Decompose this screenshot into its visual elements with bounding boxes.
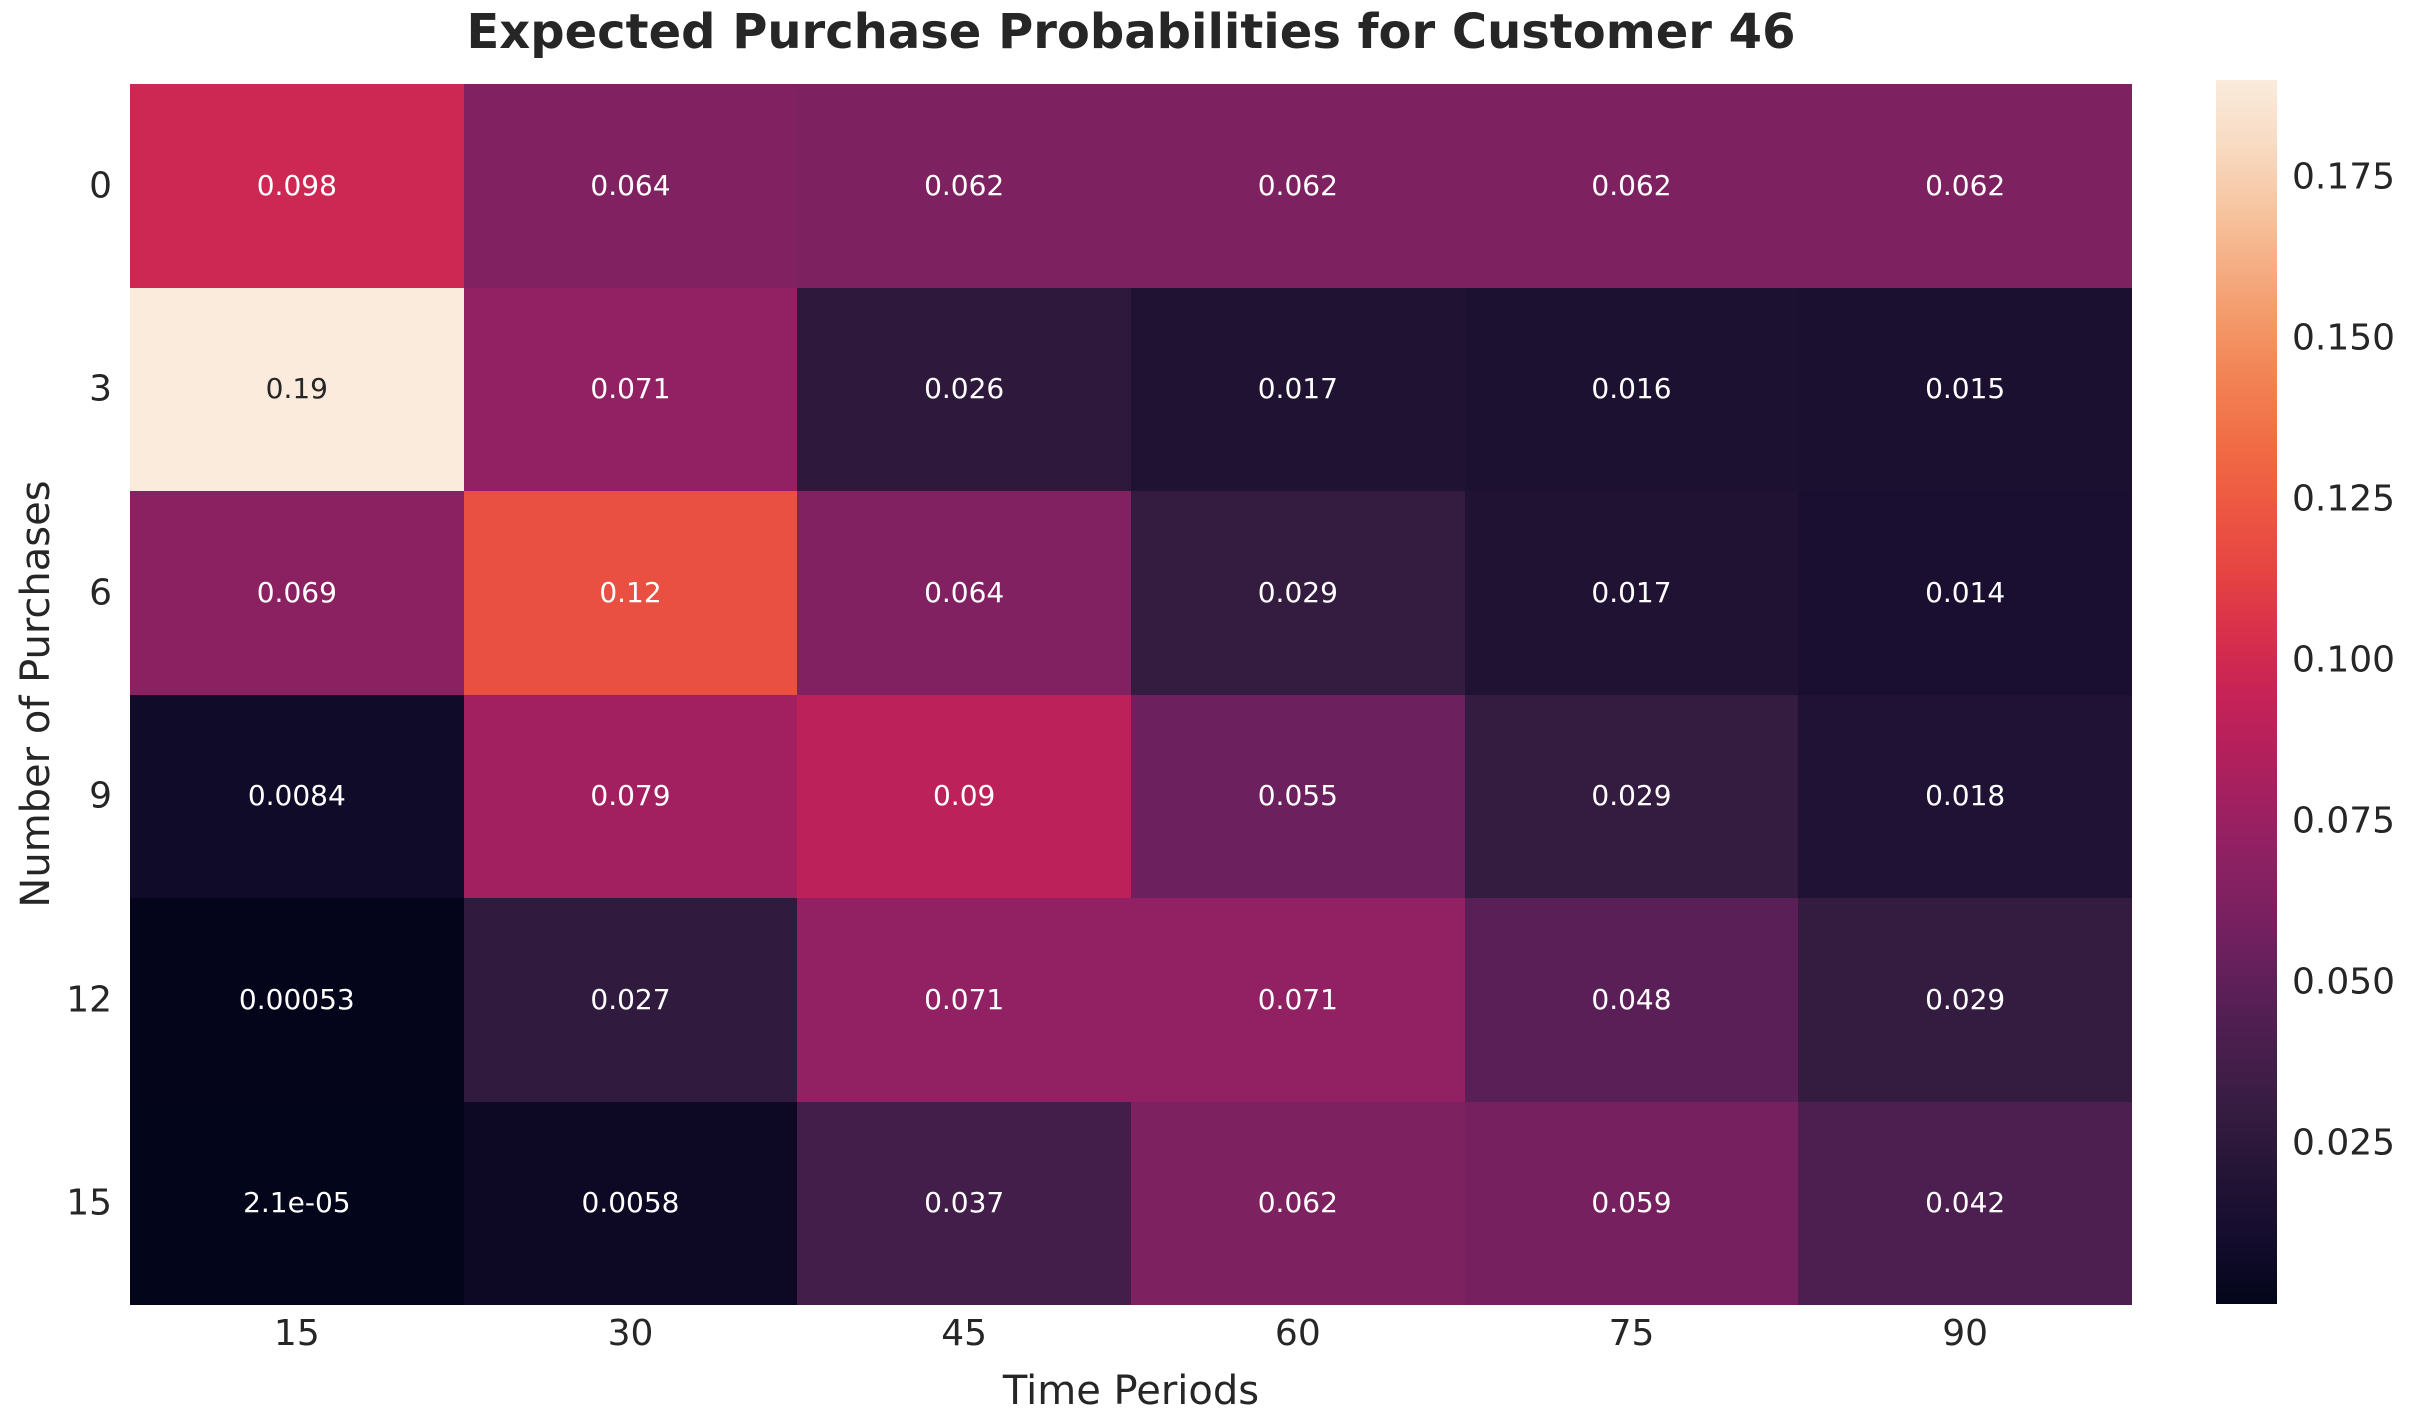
cell-value: 0.029 — [1925, 982, 2006, 1016]
heatmap-cell: 0.042 — [1798, 1101, 2132, 1305]
heatmap-cell: 0.014 — [1798, 491, 2132, 695]
cell-value: 0.079 — [590, 779, 671, 813]
cell-value: 0.09 — [932, 779, 996, 813]
cell-value: 0.042 — [1925, 1186, 2006, 1220]
heatmap-cell: 2.1e-05 — [130, 1101, 464, 1305]
heatmap-cell: 0.048 — [1464, 898, 1799, 1102]
heatmap-cell: 0.064 — [797, 491, 1131, 695]
colorbar-tick-label: 0.075 — [2292, 800, 2396, 842]
x-tick-label: 45 — [941, 1313, 988, 1354]
colorbar-tick-label: 0.050 — [2292, 961, 2396, 1003]
heatmap-cell: 0.029 — [1798, 898, 2132, 1102]
cell-value: 0.071 — [924, 982, 1005, 1016]
colorbar — [2216, 80, 2277, 1304]
cell-value: 0.055 — [1257, 779, 1338, 813]
heatmap-cell: 0.026 — [797, 287, 1131, 491]
heatmap-grid: 0.098 0.064 0.062 0.062 0.062 0.062 0.19 0.071 0… — [130, 84, 2132, 1305]
cell-value: 0.062 — [1257, 168, 1338, 202]
chart-title: Expected Purchase Probabilities for Cust… — [466, 4, 1796, 60]
heatmap-cell: 0.12 — [463, 491, 798, 695]
heatmap-cell: 0.029 — [1464, 694, 1799, 898]
heatmap-cell: 0.09 — [797, 694, 1131, 898]
x-axis-ticks: 15 30 45 60 75 90 — [130, 1313, 2132, 1363]
cell-value: 0.0084 — [247, 779, 346, 813]
cell-value: 0.029 — [1257, 575, 1338, 609]
heatmap-cell: 0.079 — [463, 694, 798, 898]
x-tick-label: 60 — [1274, 1313, 1321, 1354]
heatmap-cell: 0.00053 — [130, 898, 464, 1102]
cell-value: 0.018 — [1925, 779, 2006, 813]
cell-value: 0.016 — [1591, 372, 1672, 406]
y-axis-ticks: 0 3 6 9 12 15 — [0, 84, 112, 1305]
cell-value: 0.037 — [924, 1186, 1005, 1220]
cell-value: 0.064 — [590, 168, 671, 202]
colorbar-tick-label: 0.150 — [2292, 317, 2396, 359]
cell-value: 0.059 — [1591, 1186, 1672, 1220]
cell-value: 0.098 — [256, 168, 337, 202]
heatmap-cell: 0.19 — [130, 287, 464, 491]
cell-value: 0.071 — [590, 372, 671, 406]
y-tick-label: 6 — [89, 572, 112, 614]
x-tick-label: 15 — [273, 1313, 320, 1354]
colorbar-tick-label: 0.125 — [2292, 478, 2396, 520]
y-tick-label: 9 — [89, 775, 112, 817]
heatmap-cell: 0.018 — [1798, 694, 2132, 898]
cell-value: 2.1e-05 — [243, 1186, 351, 1220]
y-tick-label: 3 — [89, 368, 112, 410]
heatmap-cell: 0.037 — [797, 1101, 1131, 1305]
colorbar-ticks: 0.025 0.050 0.075 0.100 0.125 0.150 0.175 — [2292, 80, 2418, 1304]
heatmap-cell: 0.029 — [1130, 491, 1465, 695]
cell-value: 0.062 — [1257, 1186, 1338, 1220]
y-tick-label: 12 — [66, 979, 112, 1021]
cell-value: 0.064 — [924, 575, 1005, 609]
heatmap-cell: 0.071 — [463, 287, 798, 491]
cell-value: 0.026 — [924, 372, 1005, 406]
cell-value: 0.015 — [1925, 372, 2006, 406]
heatmap-cell: 0.017 — [1464, 491, 1799, 695]
heatmap-cell: 0.055 — [1130, 694, 1465, 898]
cell-value: 0.071 — [1257, 982, 1338, 1016]
x-tick-label: 90 — [1942, 1313, 1989, 1354]
heatmap-cell: 0.0058 — [463, 1101, 798, 1305]
cell-value: 0.069 — [256, 575, 337, 609]
y-tick-label: 15 — [66, 1182, 112, 1224]
cell-value: 0.017 — [1591, 575, 1672, 609]
x-tick-label: 75 — [1608, 1313, 1655, 1354]
cell-value: 0.048 — [1591, 982, 1672, 1016]
colorbar-tick-label: 0.100 — [2292, 639, 2396, 681]
x-axis-label: Time Periods — [1002, 1368, 1260, 1414]
cell-value: 0.0058 — [581, 1186, 680, 1220]
cell-value: 0.062 — [1925, 168, 2006, 202]
heatmap-cell: 0.062 — [797, 84, 1131, 288]
heatmap-cell: 0.062 — [1130, 84, 1465, 288]
cell-value: 0.029 — [1591, 779, 1672, 813]
heatmap-cell: 0.017 — [1130, 287, 1465, 491]
heatmap-cell: 0.016 — [1464, 287, 1799, 491]
heatmap-cell: 0.064 — [463, 84, 798, 288]
heatmap-cell: 0.062 — [1130, 1101, 1465, 1305]
heatmap-cell: 0.062 — [1798, 84, 2132, 288]
cell-value: 0.062 — [924, 168, 1005, 202]
heatmap-cell: 0.059 — [1464, 1101, 1799, 1305]
heatmap-cell: 0.069 — [130, 491, 464, 695]
cell-value: 0.017 — [1257, 372, 1338, 406]
heatmap-cell: 0.062 — [1464, 84, 1799, 288]
colorbar-tick-label: 0.175 — [2292, 156, 2396, 198]
colorbar-tick-label: 0.025 — [2292, 1122, 2396, 1164]
heatmap-cell: 0.071 — [1130, 898, 1465, 1102]
cell-value: 0.12 — [599, 575, 662, 609]
cell-value: 0.027 — [590, 982, 671, 1016]
x-tick-label: 30 — [607, 1313, 654, 1354]
heatmap-cell: 0.098 — [130, 84, 464, 288]
heatmap-cell: 0.071 — [797, 898, 1131, 1102]
cell-value: 0.062 — [1591, 168, 1672, 202]
cell-value: 0.19 — [265, 372, 328, 406]
heatmap-cell: 0.027 — [463, 898, 798, 1102]
cell-value: 0.014 — [1925, 575, 2006, 609]
y-tick-label: 0 — [89, 165, 112, 207]
heatmap-cell: 0.0084 — [130, 694, 464, 898]
heatmap-cell: 0.015 — [1798, 287, 2132, 491]
cell-value: 0.00053 — [238, 982, 355, 1016]
